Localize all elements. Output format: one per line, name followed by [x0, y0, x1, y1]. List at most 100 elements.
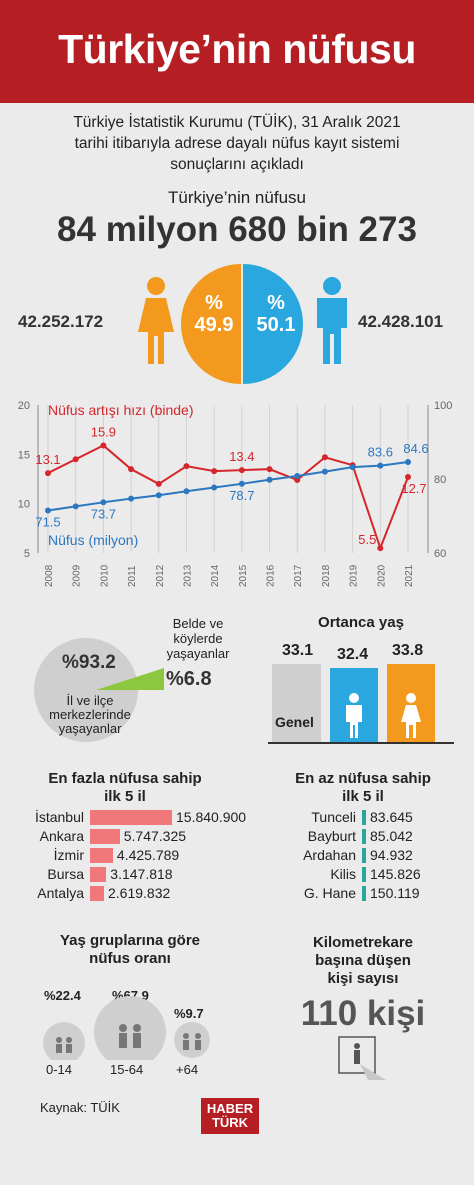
data-label: 78.7	[229, 488, 254, 503]
left-tick-label: 15	[18, 449, 30, 461]
series-point-1	[128, 495, 135, 502]
rank-name: Bursa	[47, 866, 84, 882]
children-icon	[56, 1037, 72, 1053]
rank-row: Bayburt 85.042	[270, 827, 470, 845]
city-label-2: merkezlerinde	[49, 707, 131, 722]
bottom5-list: Tunceli 83.645 Bayburt 85.042 Ardahan 94.932 K…	[270, 808, 470, 908]
intro-line-3: sonuçlarını açıkladı	[170, 156, 304, 173]
city-label-1: İl ve ilçe	[66, 693, 114, 708]
series-point-1	[183, 488, 190, 495]
x-tick-label: 2010	[99, 564, 110, 587]
data-label: 5.5	[358, 532, 376, 547]
rank-row: Ardahan 94.932	[270, 846, 470, 864]
age-group-2-pct: %9.7	[174, 1006, 204, 1021]
series-point-0	[45, 470, 51, 477]
female-pct-value: 49.9	[194, 314, 234, 336]
data-label: 84.6	[403, 441, 428, 456]
x-tick-label: 2012	[155, 564, 166, 587]
age-group-0-label: 0-14	[46, 1062, 73, 1077]
rank-value: 3.147.818	[110, 866, 173, 882]
male-pct-value: 50.1	[256, 314, 296, 336]
age-groups-circles	[43, 996, 210, 1060]
data-label: 15.9	[91, 424, 116, 439]
series-point-0	[100, 442, 107, 449]
city-label: İl ve ilçe merkezlerinde yaşayanlar	[36, 694, 144, 736]
male-pct: % 50.1	[248, 292, 304, 336]
series-point-0	[155, 480, 162, 487]
density-title-1: Kilometrekare	[312, 934, 414, 951]
rank-bar	[362, 867, 366, 882]
series-point-1	[211, 484, 218, 491]
data-label: 71.5	[35, 514, 60, 529]
rank-name: Kilis	[330, 866, 356, 882]
x-tick-label: 2020	[376, 564, 387, 587]
age-group-0-circle	[43, 1022, 85, 1060]
x-tick-label: 2013	[182, 564, 193, 587]
rank-row: Antalya 2.619.832	[0, 884, 270, 902]
data-label: 73.7	[91, 506, 116, 521]
x-tick-label: 2008	[44, 564, 55, 587]
rank-name: İstanbul	[34, 809, 84, 825]
series-point-1	[294, 473, 301, 480]
density-title-3: kişi sayısı	[327, 970, 399, 987]
age-groups-title-1: Yaş gruplarına göre	[59, 932, 201, 949]
rank-row: Tunceli 83.645	[270, 808, 470, 826]
series-point-0	[238, 467, 245, 474]
series-point-1	[349, 464, 356, 471]
left-tick-label: 20	[18, 400, 30, 412]
female-small-icon	[401, 693, 421, 738]
data-label: 13.4	[229, 449, 254, 464]
rank-name: Bayburt	[307, 828, 356, 844]
page-title: Türkiye’nin nüfusu	[58, 26, 416, 72]
rank-row: Kilis 145.826	[270, 865, 470, 883]
rank-value: 85.042	[370, 828, 413, 844]
series-point-1	[45, 507, 51, 514]
bottom5-title: En az nüfusa sahip ilk 5 il	[278, 770, 448, 806]
data-label: 83.6	[368, 445, 393, 460]
age-groups-title: Yaş gruplarına göre nüfus oranı	[30, 932, 230, 968]
population-value: 84 milyon 680 bin 273	[57, 210, 417, 249]
series-point-0	[128, 466, 135, 473]
series-point-1	[238, 480, 245, 487]
male-small-icon	[346, 693, 362, 738]
series-point-0	[266, 466, 273, 473]
right-tick-label: 100	[434, 400, 452, 412]
rank-bar	[362, 829, 366, 844]
gender-split-circle	[181, 264, 303, 384]
bottom5-title-1: En az nüfusa sahip	[295, 770, 431, 787]
density-title: Kilometrekare başına düşen kişi sayısı	[278, 934, 448, 988]
rank-bar	[362, 810, 366, 825]
elderly-icon	[183, 1033, 201, 1050]
series-name-1: Nüfus (milyon)	[48, 532, 138, 548]
city-pct: %93.2	[62, 652, 116, 673]
intro-line-2: tarihi itibarıyla adrese dayalı nüfus ka…	[74, 135, 400, 152]
rank-name: Antalya	[37, 885, 84, 901]
series-point-1	[266, 476, 273, 483]
age-group-1-circle	[94, 996, 166, 1060]
rank-value: 94.932	[370, 847, 413, 863]
median-age-male-bar	[330, 668, 378, 742]
median-age-general-label: Genel	[275, 714, 314, 730]
series-point-0	[72, 456, 79, 463]
city-slice	[34, 638, 138, 742]
median-age-female: 33.8	[392, 642, 424, 659]
x-tick-label: 2019	[349, 564, 360, 587]
top5-list: İstanbul 15.840.900 Ankara 5.747.325 İzmir 4.…	[0, 808, 270, 908]
rank-name: Ardahan	[303, 847, 356, 863]
female-pct-symbol: %	[205, 292, 223, 314]
series-line-1	[47, 460, 409, 512]
adults-icon	[119, 1024, 141, 1048]
x-tick-label: 2009	[72, 564, 83, 587]
x-tick-label: 2015	[238, 564, 249, 587]
series-point-0	[377, 545, 384, 552]
x-tick-label: 2018	[321, 564, 332, 587]
rank-row: İstanbul 15.840.900	[0, 808, 270, 826]
x-tick-label: 2021	[404, 564, 415, 587]
series-point-1	[405, 458, 411, 465]
series-point-0	[211, 468, 218, 475]
source-text: Kaynak: TÜİK	[40, 1100, 120, 1115]
town-label-1: Belde ve	[172, 616, 224, 631]
city-label-3: yaşayanlar	[58, 721, 122, 736]
residence-pie	[34, 638, 164, 742]
